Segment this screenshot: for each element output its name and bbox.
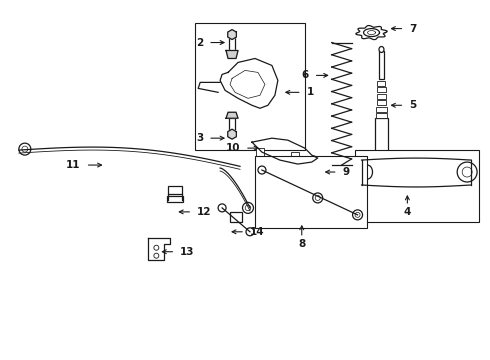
Text: 2: 2 [196, 37, 203, 48]
Text: 13: 13 [180, 247, 195, 257]
Bar [229, 118, 235, 130]
Text: 12: 12 [197, 207, 212, 217]
Circle shape [245, 205, 251, 211]
Text: 5: 5 [409, 100, 416, 110]
Text: 14: 14 [250, 227, 265, 237]
Bar [375, 118, 388, 170]
Text: 10: 10 [225, 143, 240, 153]
Circle shape [315, 195, 320, 201]
Text: 11: 11 [66, 160, 81, 170]
Polygon shape [228, 30, 236, 40]
Text: 1: 1 [307, 87, 314, 97]
Circle shape [22, 146, 28, 152]
Bar [291, 152, 299, 162]
Text: 4: 4 [404, 207, 411, 217]
Circle shape [355, 212, 360, 217]
Circle shape [243, 202, 253, 213]
Circle shape [379, 168, 384, 172]
Circle shape [218, 204, 226, 212]
Bar [195, 23, 305, 150]
Text: 6: 6 [301, 71, 309, 80]
Bar [230, 212, 242, 222]
Circle shape [154, 253, 159, 258]
Polygon shape [226, 112, 238, 118]
Circle shape [313, 193, 323, 203]
Circle shape [154, 245, 159, 250]
Text: 7: 7 [409, 24, 416, 33]
Bar [376, 107, 387, 112]
Bar [355, 150, 479, 222]
Bar [379, 50, 384, 80]
Polygon shape [226, 50, 238, 58]
Bar [167, 196, 183, 202]
Circle shape [462, 167, 472, 177]
Ellipse shape [379, 46, 384, 53]
Text: 8: 8 [298, 239, 305, 249]
Text: 9: 9 [343, 167, 350, 177]
Text: 3: 3 [196, 133, 203, 143]
Circle shape [19, 143, 31, 155]
Polygon shape [228, 129, 236, 139]
Ellipse shape [363, 165, 372, 179]
Bar [376, 113, 387, 118]
Bar [255, 156, 367, 228]
Circle shape [258, 166, 266, 174]
Circle shape [457, 162, 477, 182]
Circle shape [246, 228, 254, 236]
Circle shape [377, 166, 386, 174]
Bar [168, 186, 182, 194]
Bar [256, 148, 264, 158]
Bar [377, 100, 386, 105]
Circle shape [310, 156, 318, 164]
Bar [229, 37, 235, 50]
Bar [377, 81, 386, 86]
Bar [377, 87, 386, 92]
Circle shape [353, 210, 363, 220]
Bar [377, 94, 386, 99]
